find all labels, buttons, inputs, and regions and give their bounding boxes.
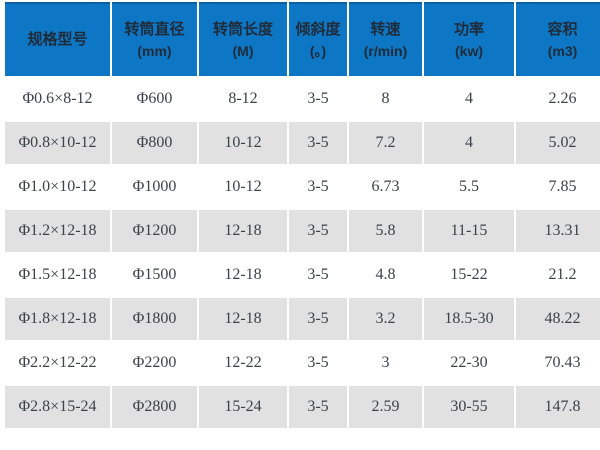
table-cell: 12-18 [199,210,287,252]
column-header: 转速 (r/min) [349,2,422,76]
table-row: Φ0.8×10-12 Φ800 10-12 3-5 7.2 4 5.02 [5,122,600,164]
column-header-title: 倾斜度 [295,20,341,38]
table-cell: 30-55 [424,386,514,428]
spec-table-container: 规格型号 转筒直径 (mm) 转筒长度 (M) 倾斜度 (。) 转速 (r/min) 功率 (kw)… [3,0,600,430]
column-header: 规格型号 [5,2,110,76]
table-header: 规格型号 转筒直径 (mm) 转筒长度 (M) 倾斜度 (。) 转速 (r/min) 功率 (kw)… [5,2,600,76]
column-header-unit: (mm) [137,42,172,59]
column-header-title: 容积 [547,20,578,38]
column-header: 容积 (m3) [516,2,600,76]
column-header-unit: (kw) [455,42,483,59]
table-cell: 7.85 [516,166,600,208]
table-row: Φ2.2×12-22 Φ2200 12-22 3-5 3 22-30 70.43 [5,342,600,384]
column-header-title: 功率 [453,20,484,38]
table-cell: 12-22 [199,342,287,384]
table-cell: 147.8 [516,386,600,428]
table-cell: 3-5 [289,210,347,252]
column-header: 转筒直径 (mm) [112,2,197,76]
column-header: 倾斜度 (。) [289,2,347,76]
column-header-title: 规格型号 [27,31,88,49]
column-header-title: 转筒长度 [212,20,273,38]
table-cell: 11-15 [424,210,514,252]
column-header-title: 转筒直径 [124,20,185,38]
table-cell: 3-5 [289,342,347,384]
table-cell: 21.2 [516,254,600,296]
table-cell: 12-18 [199,298,287,340]
table-cell: 6.73 [349,166,422,208]
table-cell: 3-5 [289,78,347,120]
table-cell: Φ1800 [112,298,197,340]
table-cell: 70.43 [516,342,600,384]
table-cell: 3-5 [289,122,347,164]
column-header-unit: (m3) [547,42,578,59]
table-cell: 4 [424,122,514,164]
column-header-title: 转速 [370,20,401,38]
table-cell: 15-24 [199,386,287,428]
table-cell: Φ800 [112,122,197,164]
table-cell: 5.8 [349,210,422,252]
table-body: Φ0.6×8-12 Φ600 8-12 3-5 8 4 2.26 Φ0.8×10-12 Φ800… [5,78,600,428]
table-row: Φ1.8×12-18 Φ1800 12-18 3-5 3.2 18.5-30 48.22 [5,298,600,340]
table-cell: Φ1.0×10-12 [5,166,110,208]
table-cell: Φ0.8×10-12 [5,122,110,164]
table-cell: 8-12 [199,78,287,120]
column-header: 功率 (kw) [424,2,514,76]
table-cell: 2.26 [516,78,600,120]
table-cell: 4 [424,78,514,120]
table-cell: 8 [349,78,422,120]
table-cell: Φ1000 [112,166,197,208]
table-cell: 10-12 [199,122,287,164]
table-cell: 3-5 [289,298,347,340]
table-row: Φ2.8×15-24 Φ2800 15-24 3-5 2.59 30-55 147.8 [5,386,600,428]
table-cell: 10-12 [199,166,287,208]
table-cell: 15-22 [424,254,514,296]
table-row: Φ1.5×12-18 Φ1500 12-18 3-5 4.8 15-22 21.2 [5,254,600,296]
table-cell: Φ2.2×12-22 [5,342,110,384]
table-cell: 3-5 [289,166,347,208]
table-cell: 5.5 [424,166,514,208]
table-cell: 22-30 [424,342,514,384]
table-cell: 7.2 [349,122,422,164]
table-row: Φ1.2×12-18 Φ1200 12-18 3-5 5.8 11-15 13.31 [5,210,600,252]
spec-table: 规格型号 转筒直径 (mm) 转筒长度 (M) 倾斜度 (。) 转速 (r/min) 功率 (kw)… [3,0,600,430]
table-cell: 4.8 [349,254,422,296]
table-cell: 3-5 [289,386,347,428]
header-row: 规格型号 转筒直径 (mm) 转筒长度 (M) 倾斜度 (。) 转速 (r/min) 功率 (kw)… [5,2,600,76]
table-cell: 18.5-30 [424,298,514,340]
table-row: Φ1.0×10-12 Φ1000 10-12 3-5 6.73 5.5 7.85 [5,166,600,208]
table-cell: 13.31 [516,210,600,252]
table-cell: 48.22 [516,298,600,340]
table-cell: 3.2 [349,298,422,340]
table-cell: Φ600 [112,78,197,120]
column-header: 转筒长度 (M) [199,2,287,76]
table-cell: Φ0.6×8-12 [5,78,110,120]
table-cell: 5.02 [516,122,600,164]
table-cell: Φ2800 [112,386,197,428]
table-cell: Φ1200 [112,210,197,252]
table-row: Φ0.6×8-12 Φ600 8-12 3-5 8 4 2.26 [5,78,600,120]
table-cell: Φ2200 [112,342,197,384]
table-cell: Φ1500 [112,254,197,296]
column-header-unit: (r/min) [363,42,408,59]
table-cell: Φ1.5×12-18 [5,254,110,296]
table-cell: Φ1.8×12-18 [5,298,110,340]
table-cell: 12-18 [199,254,287,296]
column-header-unit: (。) [309,42,327,59]
table-cell: 3 [349,342,422,384]
table-cell: Φ2.8×15-24 [5,386,110,428]
table-cell: 3-5 [289,254,347,296]
table-cell: Φ1.2×12-18 [5,210,110,252]
table-cell: 2.59 [349,386,422,428]
column-header-unit: (M) [232,42,254,59]
